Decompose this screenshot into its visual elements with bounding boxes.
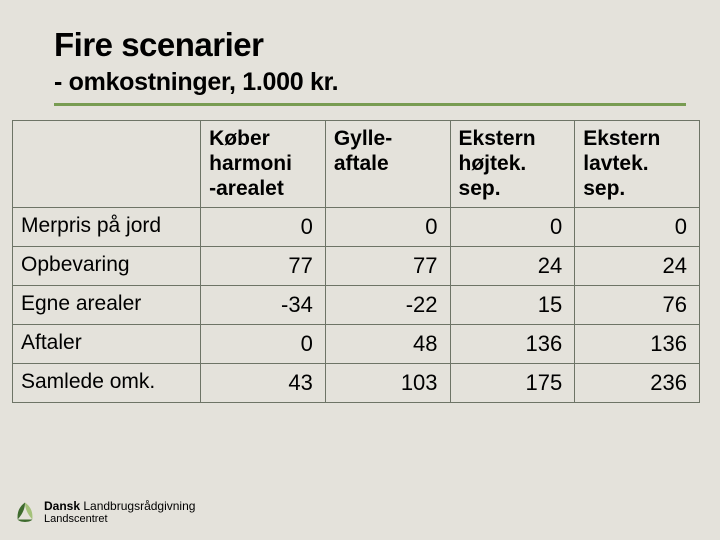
table-row: Egne arealer -34 -22 15 76	[13, 286, 700, 325]
col-header-2: Ekstern højtek. sep.	[450, 121, 575, 208]
col-header-3-l0: Ekstern	[583, 127, 660, 150]
col-header-3-l1: lavtek.	[583, 152, 648, 175]
row-label: Merpris på jord	[13, 208, 201, 247]
cell: 103	[325, 364, 450, 403]
cell: 0	[325, 208, 450, 247]
cell: -34	[201, 286, 326, 325]
table-row: Merpris på jord 0 0 0 0	[13, 208, 700, 247]
table-corner	[13, 121, 201, 208]
col-header-2-l1: højtek.	[459, 152, 527, 175]
table-container: Køber harmoni -arealet Gylle- aftale Eks…	[12, 120, 700, 403]
col-header-2-l2: sep.	[459, 177, 501, 200]
footer-line2: Landscentret	[44, 513, 195, 526]
cell: 175	[450, 364, 575, 403]
cell: 136	[575, 325, 700, 364]
cell: 0	[201, 325, 326, 364]
cell: 48	[325, 325, 450, 364]
col-header-3-l2: sep.	[583, 177, 625, 200]
cell: 77	[201, 247, 326, 286]
cost-table: Køber harmoni -arealet Gylle- aftale Eks…	[12, 120, 700, 403]
slide-title: Fire scenarier	[54, 26, 686, 64]
footer-line1-rest: Landbrugsrådgivning	[80, 499, 195, 513]
col-header-1-l0: Gylle-	[334, 127, 392, 150]
col-header-1: Gylle- aftale	[325, 121, 450, 208]
cell: 136	[450, 325, 575, 364]
cell: 0	[450, 208, 575, 247]
row-label: Egne arealer	[13, 286, 201, 325]
footer-line1: Dansk Landbrugsrådgivning	[44, 500, 195, 514]
footer-text: Dansk Landbrugsrådgivning Landscentret	[44, 500, 195, 526]
table-row: Samlede omk. 43 103 175 236	[13, 364, 700, 403]
col-header-3: Ekstern lavtek. sep.	[575, 121, 700, 208]
cell: 24	[450, 247, 575, 286]
table-row: Aftaler 0 48 136 136	[13, 325, 700, 364]
footer: Dansk Landbrugsrådgivning Landscentret	[12, 500, 195, 526]
col-header-0-l1: harmoni	[209, 152, 292, 175]
cell: 0	[201, 208, 326, 247]
cell: 0	[575, 208, 700, 247]
cell: 24	[575, 247, 700, 286]
footer-line1-prefix: Dansk	[44, 499, 80, 513]
cell: 77	[325, 247, 450, 286]
slide: Fire scenarier - omkostninger, 1.000 kr.…	[0, 0, 720, 540]
slide-subtitle: - omkostninger, 1.000 kr.	[54, 68, 686, 106]
col-header-0-l2: -arealet	[209, 177, 284, 200]
row-label: Opbevaring	[13, 247, 201, 286]
table-header-row: Køber harmoni -arealet Gylle- aftale Eks…	[13, 121, 700, 208]
cell: -22	[325, 286, 450, 325]
cell: 76	[575, 286, 700, 325]
row-label: Samlede omk.	[13, 364, 201, 403]
row-label: Aftaler	[13, 325, 201, 364]
col-header-2-l0: Ekstern	[459, 127, 536, 150]
cell: 43	[201, 364, 326, 403]
cell: 15	[450, 286, 575, 325]
col-header-1-l1: aftale	[334, 152, 389, 175]
col-header-0-l0: Køber	[209, 127, 270, 150]
col-header-0: Køber harmoni -arealet	[201, 121, 326, 208]
leaf-icon	[12, 500, 38, 526]
cell: 236	[575, 364, 700, 403]
table-row: Opbevaring 77 77 24 24	[13, 247, 700, 286]
